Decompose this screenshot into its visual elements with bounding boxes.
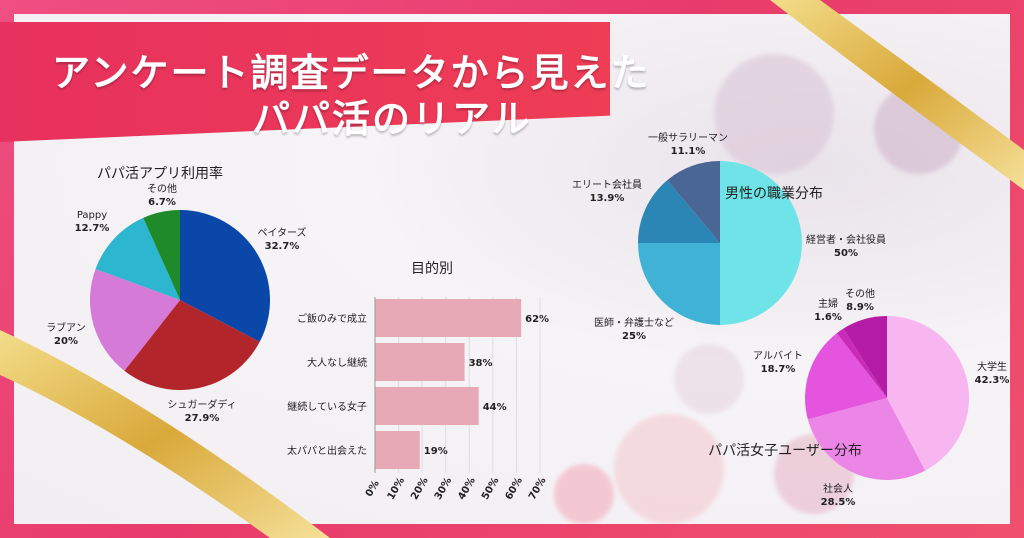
slice-label: その他 [845,287,875,300]
slice-value-label: 25% [622,331,646,342]
pie-slice [887,316,969,471]
chart-title: パパ活女子ユーザー分布 [708,442,862,459]
slice-value-label: 11.1% [671,146,706,157]
slice-value-label: 42.3% [975,375,1010,386]
slice-value-label: 12.7% [75,223,110,234]
slice-label: シュガーダディ [167,398,236,411]
slice-value-label: 18.7% [761,364,796,375]
slice-label: アルバイト [753,350,803,362]
pie-slice [638,180,720,243]
pie-chart-app-usage: ペイターズ 32.7% シュガーダディ 27.9% ラブアン 20% Pappy 12.7% そ… [46,165,306,424]
chart-title: 男性の職業分布 [725,186,823,202]
bar-chart-purpose: 0% 10% 20% 30% 40% 50% 60% 70% ご飯のみで成立 62% 大人なし継続 3… [287,261,549,502]
slice-value-label: 28.5% [821,497,856,508]
x-tick-label: 60% [504,476,525,502]
bar [375,431,420,469]
slice-value-label: 6.7% [148,197,176,208]
pie-slice [143,210,180,300]
slice-label: 主婦 [818,298,838,310]
slice-value-label: 20% [54,336,78,347]
x-tick-label: 50% [480,476,501,502]
page-title: アンケート調査データから見えた [52,50,651,95]
slice-label: 社会人 [823,482,853,495]
pie-slice [180,210,270,342]
category-label: 大人なし継続 [307,356,367,369]
slice-label: ラブアン [46,321,86,334]
pie-slice [667,161,720,243]
bar-value-label: 44% [483,402,507,413]
slice-label: その他 [147,182,177,195]
bar [375,387,479,425]
slice-value-label: 50% [834,248,858,259]
page-subtitle: パパ活のリアル [252,96,532,141]
pie-slice [720,161,802,325]
category-label: 太パパと出会えた [287,444,367,457]
pie-chart-male-occupation: 経営者・会社役員 50% 医師・弁護士など 25% エリート会社員 13.9% 一般サラリー… [572,131,886,342]
pie-slice [843,316,887,398]
bar [375,299,522,337]
pie-slice [89,268,180,371]
slice-value-label: 13.9% [590,193,625,204]
bar [375,343,465,381]
chart-title: パパ活アプリ利用率 [97,165,223,182]
x-tick-label: 70% [527,476,548,502]
x-tick-label: 30% [433,476,454,502]
pie-slice [807,398,926,480]
slice-label: 一般サラリーマン [648,131,728,144]
slice-label: 医師・弁護士など [594,316,674,329]
slice-value-label: 27.9% [185,413,220,424]
x-tick-label: 40% [456,476,477,502]
pie-chart-female-users: 大学生 42.3% 社会人 28.5% アルバイト 18.7% 主婦 1.6% その他 8.9% パ… [708,287,1009,508]
slice-value-label: 32.7% [265,241,300,252]
slice-label: Pappy [77,210,107,221]
slice-value-label: 8.9% [846,302,874,313]
slice-label: ペイターズ [257,226,306,239]
pie-slice [95,217,180,300]
category-label: ご飯のみで成立 [297,312,367,325]
slice-label: エリート会社員 [572,178,642,191]
slice-label: 大学生 [977,360,1007,373]
pie-slice [836,328,887,398]
x-tick-label: 10% [386,476,407,502]
chart-title: 目的別 [411,261,453,277]
pie-slice [124,300,260,390]
category-label: 継続している女子 [287,400,367,413]
pie-slice [805,333,887,420]
bar-value-label: 19% [424,446,448,457]
slice-value-label: 1.6% [814,312,842,323]
slice-label: 経営者・会社役員 [806,233,886,246]
bar-value-label: 38% [469,358,493,369]
x-tick-label: 0% [364,479,382,499]
pie-slice [638,243,720,325]
x-tick-label: 20% [409,476,430,502]
bar-value-label: 62% [525,314,549,325]
